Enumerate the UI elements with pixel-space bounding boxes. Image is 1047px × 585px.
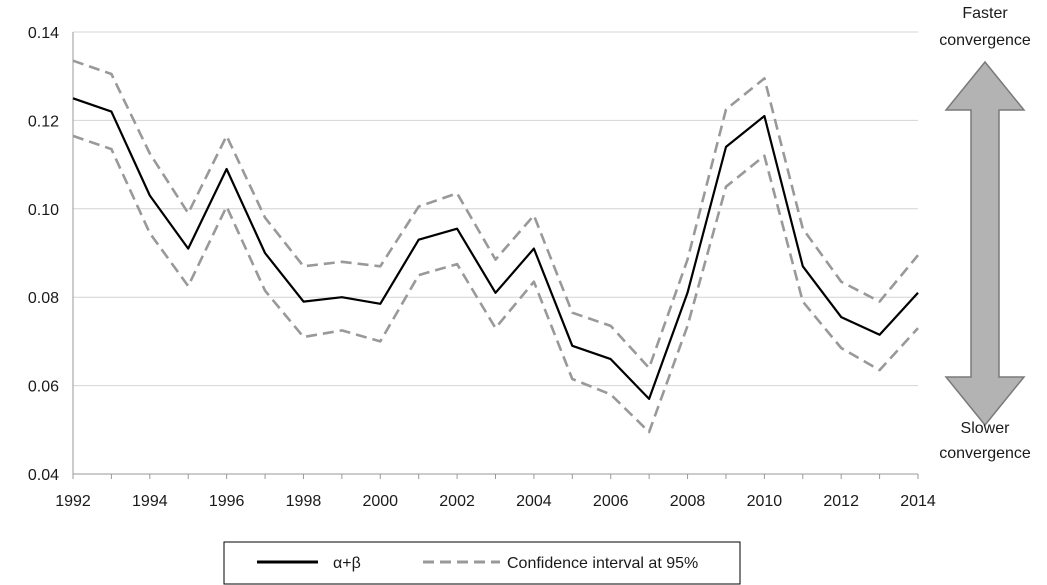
y-tick-label: 0.10 (28, 202, 59, 219)
series-line-alpha-beta (72, 97, 919, 400)
y-axis-tick-labels: 0.04 0.06 0.08 0.10 0.12 0.14 (28, 25, 59, 484)
x-tick-label: 2008 (670, 493, 706, 510)
x-tick-label: 2000 (362, 493, 398, 510)
series-lines (72, 59, 920, 434)
y-tick-label: 0.12 (28, 113, 59, 130)
y-tick-label: 0.08 (28, 290, 59, 307)
x-tick-label: 1998 (286, 493, 322, 510)
x-tick-label: 2004 (516, 493, 552, 510)
double-arrow-icon (944, 60, 1026, 427)
x-tick-label: 2014 (900, 493, 936, 510)
annotation-top-line2: convergence (939, 32, 1031, 49)
annotation-top-line1: Faster (962, 5, 1008, 22)
x-tick-label: 2012 (823, 493, 859, 510)
x-tick-label: 2006 (593, 493, 629, 510)
legend-label-alpha-beta: α+β (333, 555, 361, 572)
series-line-ci-upper (72, 59, 920, 370)
annotation-bottom-line2: convergence (939, 445, 1031, 462)
convergence-annotation: Faster convergence Slower convergence (939, 5, 1031, 462)
x-axis-tick-labels: 1992 1994 1996 1998 2000 2002 2004 2006 2008 2010… (55, 493, 936, 510)
legend-label-confidence: Confidence interval at 95% (507, 555, 698, 572)
x-tick-label: 1996 (209, 493, 245, 510)
series-line-ci-lower (72, 134, 919, 434)
y-tick-label: 0.14 (28, 25, 59, 42)
annotation-bottom-line1: Slower (961, 420, 1011, 437)
x-tick-label: 2002 (439, 493, 475, 510)
y-tick-label: 0.06 (28, 379, 59, 396)
y-tick-label: 0.04 (28, 467, 59, 484)
legend: α+β Confidence interval at 95% (223, 541, 741, 585)
grid-lines (73, 31, 918, 387)
x-tick-label: 1992 (55, 493, 91, 510)
axes (72, 32, 919, 479)
x-tick-label: 1994 (132, 493, 168, 510)
x-tick-label: 2010 (747, 493, 783, 510)
